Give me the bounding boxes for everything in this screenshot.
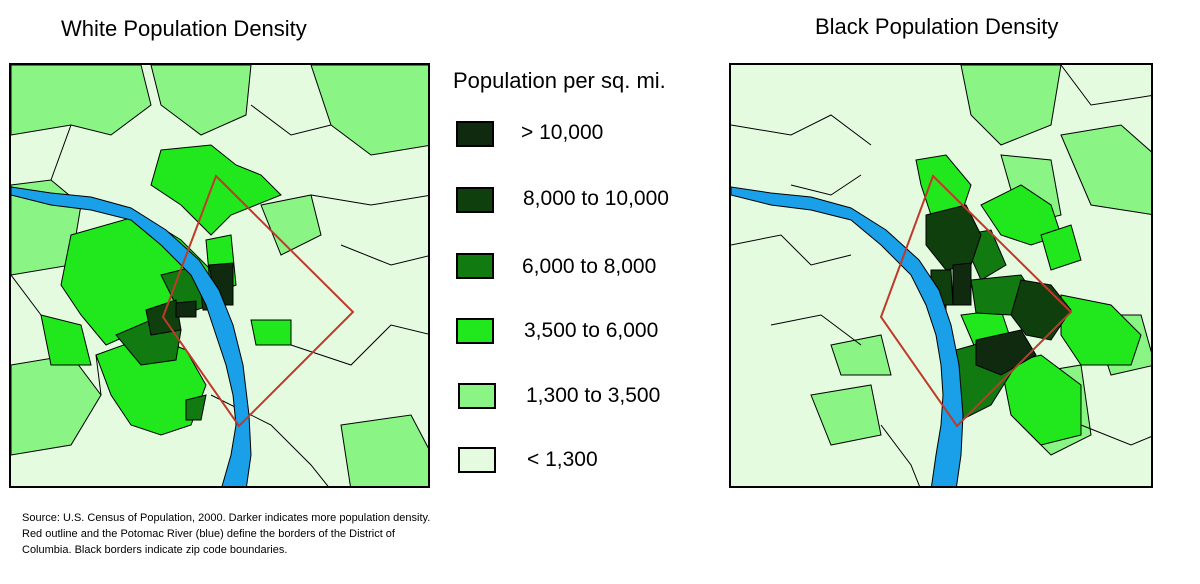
legend-swatch-6000-8000 xyxy=(456,253,494,279)
legend-label-under-1300: < 1,300 xyxy=(527,448,598,471)
zip-region xyxy=(150,144,282,236)
zip-region xyxy=(11,65,152,136)
legend-label-1300-3500: 1,300 to 3,500 xyxy=(526,384,661,407)
zip-region xyxy=(1010,279,1072,341)
zip-region xyxy=(1060,294,1142,366)
legend-label-over-10000: > 10,000 xyxy=(521,121,604,144)
zip-region xyxy=(340,414,428,486)
legend-swatch-over-10000 xyxy=(456,121,494,147)
legend-swatch-1300-3500 xyxy=(458,383,496,409)
zip-region xyxy=(185,394,207,421)
zip-region xyxy=(1060,124,1151,215)
legend-label-3500-6000: 3,500 to 6,000 xyxy=(524,319,659,342)
legend-swatch-8000-10000 xyxy=(456,187,494,213)
zip-region xyxy=(810,384,882,446)
dc-outline xyxy=(161,174,355,428)
white-population-map xyxy=(9,63,430,488)
legend-swatch-under-1300 xyxy=(458,447,496,473)
zip-region xyxy=(952,262,972,306)
zip-region xyxy=(960,65,1062,146)
white-map-title: White Population Density xyxy=(61,16,307,41)
dc-outline xyxy=(879,174,1073,428)
legend-title: Population per sq. mi. xyxy=(453,68,666,93)
zip-region xyxy=(1000,354,1082,446)
zip-region xyxy=(175,300,197,318)
zip-region xyxy=(40,314,92,366)
zip-region xyxy=(310,65,428,156)
zip-region xyxy=(1040,224,1082,271)
zip-region xyxy=(150,65,252,136)
zip-region xyxy=(830,334,892,376)
legend-label-8000-10000: 8,000 to 10,000 xyxy=(523,187,669,210)
zip-region xyxy=(250,319,292,346)
legend-label-6000-8000: 6,000 to 8,000 xyxy=(522,255,657,278)
potomac-river xyxy=(731,186,964,486)
zip-region xyxy=(260,194,322,256)
potomac-river xyxy=(11,186,252,486)
black-population-map xyxy=(729,63,1153,488)
black-map-title: Black Population Density xyxy=(815,14,1059,39)
source-note: Source: U.S. Census of Population, 2000.… xyxy=(22,512,431,556)
legend-swatch-3500-6000 xyxy=(456,318,494,344)
